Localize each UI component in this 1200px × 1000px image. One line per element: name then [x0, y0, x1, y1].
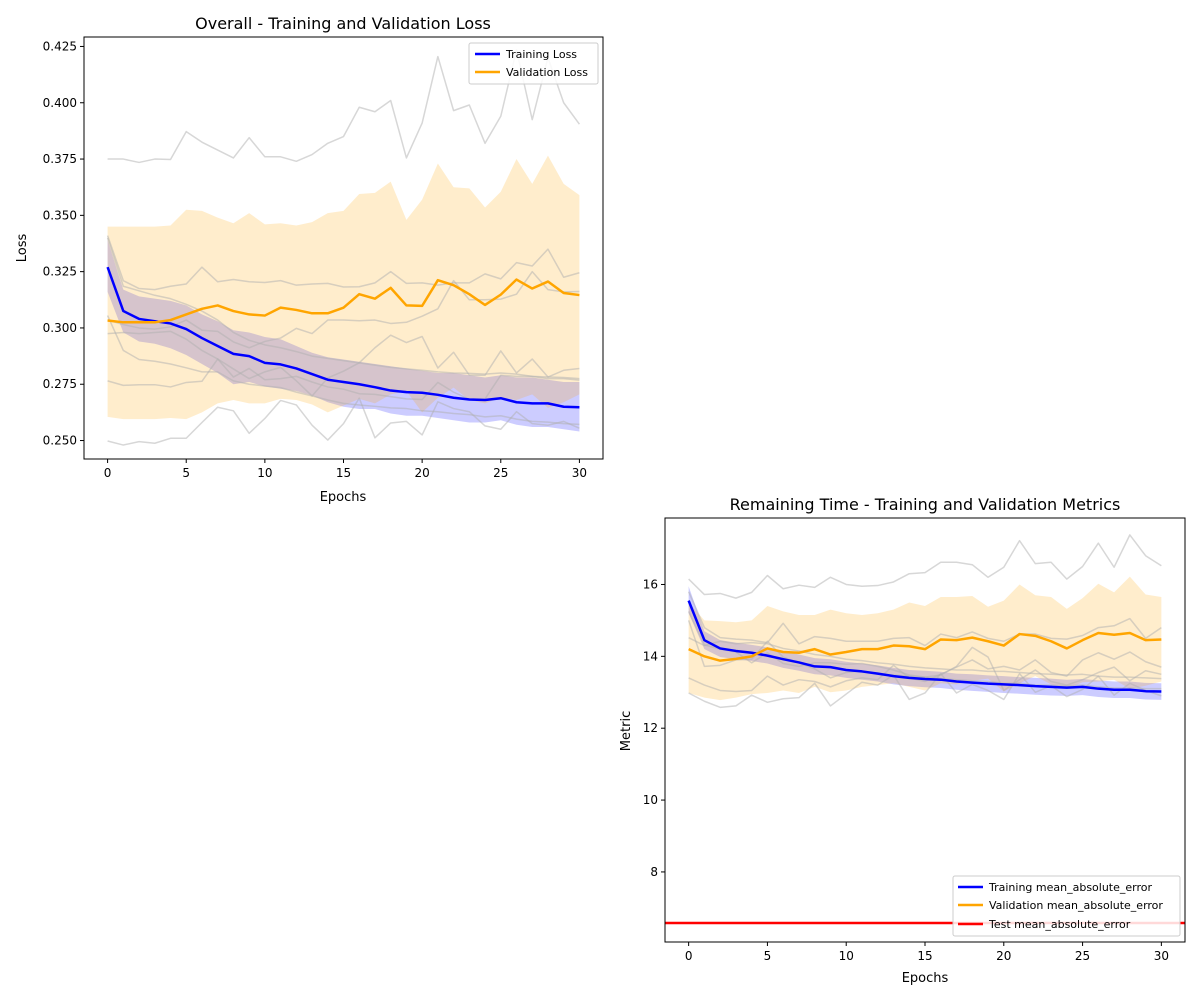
loss-legend-box	[468, 42, 599, 85]
chart-0-run-line-2	[107, 49, 581, 164]
loss-chart-ylabel: Loss	[15, 234, 30, 263]
chart-1-xtick-label: 5	[764, 949, 772, 963]
chart-1-band-training-mean-absolute-error	[688, 586, 1162, 700]
metric-chart: Remaining Time - Training and Validation…	[619, 495, 1186, 986]
chart-0-xtick-label: 5	[182, 466, 190, 480]
chart-1-xtick-label: 20	[996, 949, 1011, 963]
chart-1-ytick-label: 8	[650, 865, 658, 879]
chart-0-xtick-label: 25	[493, 466, 508, 480]
chart-0-run-line-5	[106, 315, 580, 426]
chart-1-run-line-7	[688, 672, 1162, 709]
loss-chart-y-ticks: 0.250 0.275 0.300 0.325 0.350 0.375 0.400 0.425	[43, 39, 84, 448]
chart-1-ytick-label: 10	[643, 793, 658, 807]
chart-0-run-line-3	[106, 235, 580, 291]
metric-legend-box	[952, 875, 1181, 937]
chart-1-line-training-mean-absolute-error	[687, 600, 1162, 693]
chart-0-line-validation-loss	[107, 278, 580, 324]
chart-1-xtick-label: 25	[1075, 949, 1090, 963]
chart-0-run-line-8	[107, 397, 580, 446]
loss-chart-series-layer	[106, 49, 581, 446]
metric-chart-title: Remaining Time - Training and Validation…	[730, 495, 1121, 514]
chart-1-run-line-9	[687, 611, 1162, 692]
chart-0-xtick-label: 10	[257, 466, 272, 480]
loss-legend-label-validation: Validation Loss	[506, 66, 588, 79]
metric-chart-y-ticks: 8 10 12 14 16	[643, 577, 665, 879]
metric-chart-x-ticks: 0 5 10 15 20 25 30	[685, 942, 1169, 963]
loss-legend-label-training: Training Loss	[505, 48, 577, 61]
metric-chart-xlabel: Epochs	[902, 971, 949, 986]
chart-0-ytick-label: 0.275	[43, 377, 77, 391]
chart-1-band-validation-mean-absolute-error	[688, 576, 1162, 701]
chart-1-ytick-label: 12	[643, 721, 658, 735]
chart-0-line-training-loss	[106, 266, 580, 409]
chart-1-ytick-label: 16	[643, 577, 658, 591]
chart-0-ytick-label: 0.250	[43, 434, 77, 448]
metric-chart-series-layer	[665, 534, 1185, 925]
chart-1-line-validation-mean-absolute-error	[688, 631, 1162, 662]
chart-0-xtick-label: 20	[414, 466, 429, 480]
chart-1-run-line-8	[687, 591, 1162, 647]
chart-0-run-line-4	[106, 237, 580, 380]
chart-0-ytick-label: 0.425	[43, 39, 77, 53]
chart-1-xtick-label: 15	[917, 949, 932, 963]
metric-legend-label-test: Test mean_absolute_error	[988, 918, 1131, 931]
chart-0-run-line-6	[107, 330, 580, 401]
loss-chart-xlabel: Epochs	[320, 490, 367, 505]
chart-0-run-line-9	[107, 270, 580, 349]
chart-0-xtick-label: 0	[104, 466, 112, 480]
chart-1-xtick-label: 0	[685, 949, 693, 963]
chart-1-xtick-label: 30	[1154, 949, 1169, 963]
metric-legend-label-training: Training mean_absolute_error	[988, 881, 1152, 894]
loss-chart-x-ticks: 0 5 10 15 20 25 30	[104, 459, 587, 480]
chart-1-run-line-5	[688, 636, 1162, 680]
chart-1-run-line-6	[688, 651, 1162, 693]
chart-0-ytick-label: 0.400	[43, 96, 77, 110]
chart-0-band-training-loss	[107, 240, 580, 432]
chart-0-ytick-label: 0.375	[43, 152, 77, 166]
metric-chart-ylabel: Metric	[619, 711, 634, 751]
chart-1-run-line-3	[688, 534, 1162, 599]
chart-0-ytick-label: 0.300	[43, 321, 77, 335]
loss-chart-title: Overall - Training and Validation Loss	[195, 14, 491, 33]
chart-0-run-line-7	[107, 334, 580, 397]
chart-0-xtick-label: 15	[336, 466, 351, 480]
chart-0-ytick-label: 0.325	[43, 265, 77, 279]
metric-chart-legend: Training mean_absolute_error Validation …	[952, 875, 1181, 937]
metric-legend-label-validation: Validation mean_absolute_error	[989, 899, 1163, 912]
chart-1-ytick-label: 14	[643, 649, 658, 663]
chart-0-xtick-label: 30	[572, 466, 587, 480]
chart-0-ytick-label: 0.350	[43, 208, 77, 222]
loss-chart: Overall - Training and Validation Loss 0…	[15, 14, 604, 505]
chart-1-xtick-label: 10	[839, 949, 854, 963]
loss-chart-legend: Training Loss Validation Loss	[468, 42, 599, 85]
